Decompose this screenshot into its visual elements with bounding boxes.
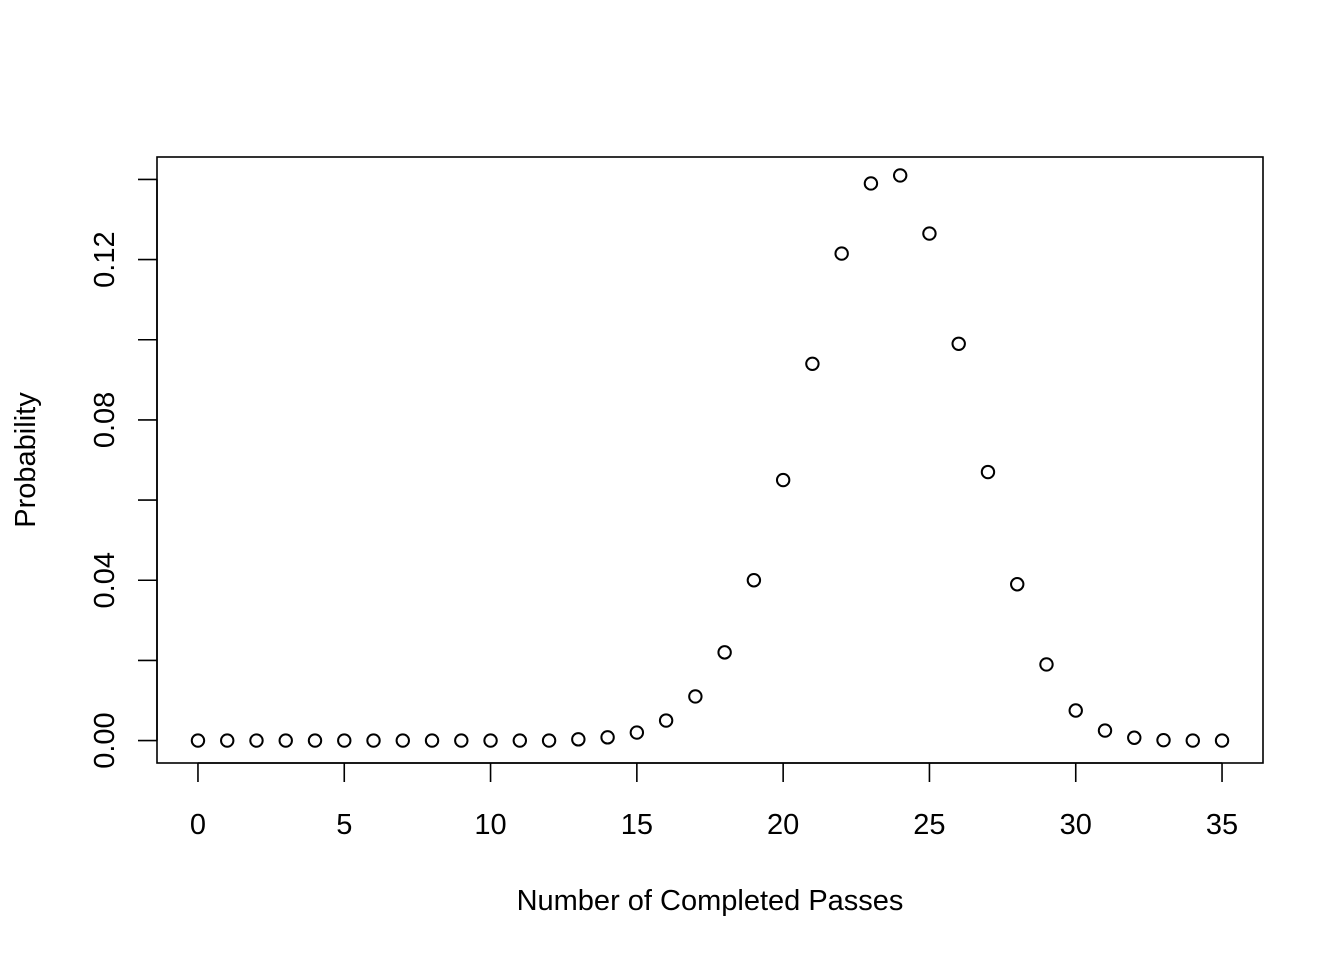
x-axis: 0 5 10 15 20 25 30 35: [190, 762, 1238, 841]
data-point: [512, 733, 528, 748]
data-point: [1039, 657, 1054, 672]
data-point: [249, 733, 264, 748]
x-tick-label: 15: [621, 809, 653, 841]
data-point: [483, 733, 498, 748]
data-point: [658, 713, 674, 728]
data-point: [395, 733, 410, 748]
x-tick-label: 20: [767, 809, 799, 841]
data-point: [278, 733, 293, 748]
data-point: [834, 246, 849, 261]
y-tick-label: 0.00: [89, 712, 121, 768]
data-point: [600, 730, 615, 745]
data-point: [1097, 723, 1113, 738]
data-point: [1185, 733, 1200, 748]
data-point: [571, 732, 586, 747]
x-tick-label: 25: [913, 809, 945, 841]
data-point: [220, 733, 235, 748]
x-tick-label: 35: [1206, 809, 1238, 841]
data-point: [307, 733, 323, 748]
data-point: [892, 168, 908, 183]
data-point: [1127, 730, 1142, 745]
data-point: [863, 176, 879, 191]
data-point: [190, 733, 206, 748]
data-point: [454, 733, 469, 748]
y-axis: 0.00 0.04 0.08 0.12: [89, 178, 158, 769]
y-axis-label: Probability: [10, 392, 42, 528]
x-tick-label: 10: [474, 809, 506, 841]
y-tick-label: 0.12: [89, 231, 121, 287]
x-tick-label: 30: [1060, 809, 1092, 841]
data-point: [366, 733, 381, 748]
data-point: [1068, 703, 1083, 718]
data-point: [717, 645, 732, 660]
y-tick-label: 0.08: [89, 392, 121, 448]
data-point: [1156, 732, 1171, 748]
data-point: [951, 336, 966, 351]
data-point: [980, 464, 996, 480]
data-point: [1214, 733, 1230, 748]
data-point: [337, 733, 352, 748]
data-point: [424, 733, 440, 748]
data-point: [629, 725, 645, 740]
data-point: [541, 733, 557, 748]
data-point: [1010, 577, 1025, 592]
plot-frame: [156, 156, 1264, 764]
data-point: [688, 689, 703, 704]
data-point: [922, 226, 937, 241]
data-points: [190, 168, 1230, 748]
data-point: [805, 356, 820, 372]
x-tick-label: 5: [336, 809, 352, 841]
y-tick-label: 0.04: [89, 552, 121, 608]
x-axis-label: Number of Completed Passes: [517, 885, 904, 917]
x-tick-label: 0: [190, 809, 206, 841]
data-point: [775, 472, 791, 488]
data-point: [746, 573, 762, 588]
